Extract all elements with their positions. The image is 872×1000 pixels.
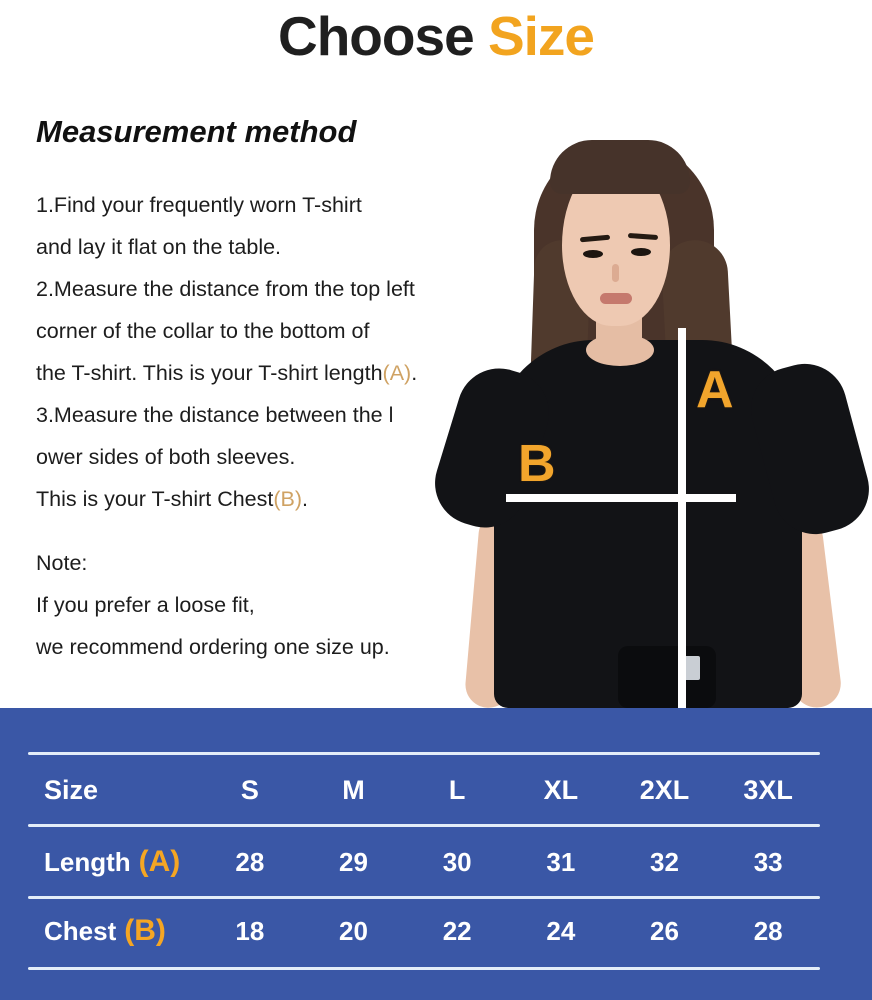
length-value-xl: 31 (546, 846, 576, 877)
size-column-header: Size (44, 774, 99, 805)
note-block: Note: If you prefer a loose fit, we reco… (36, 542, 491, 668)
step-line: the T-shirt. This is your T-shirt length… (36, 361, 418, 385)
column-header-m: M (342, 774, 365, 805)
hair-fringe (550, 140, 690, 194)
nose (612, 264, 619, 282)
step-line: This is your T-shirt Chest(B). (36, 487, 309, 511)
chest-row-label: Chest (B) (44, 914, 166, 947)
size-chart-header-row: Size S M L XL 2XL 3XL (0, 768, 872, 812)
measurement-method-heading: Measurement method (36, 114, 357, 149)
model-photo: A B (424, 140, 872, 711)
chest-b-badge: (B) (124, 914, 166, 947)
length-a-mark: (A) (382, 361, 412, 385)
waist-bag (618, 646, 716, 708)
length-value-3xl: 33 (753, 846, 783, 877)
length-row-label: Length (A) (44, 845, 181, 878)
chest-value-2xl: 26 (650, 915, 679, 946)
column-header-l: L (448, 774, 466, 805)
length-row: Length (A) 28 29 30 31 32 33 (0, 840, 872, 884)
left-eye (583, 250, 603, 258)
chest-value-m: 20 (339, 915, 368, 946)
note-line: If you prefer a loose fit, (36, 593, 255, 617)
chest-value-s: 18 (235, 915, 265, 946)
title-part-orange: Size (487, 5, 595, 67)
step-line: corner of the collar to the bottom of (36, 319, 370, 343)
step-line: ower sides of both sleeves. (36, 445, 296, 469)
step-line: 3.Measure the distance between the l (36, 403, 394, 427)
length-value-2xl: 32 (650, 846, 679, 877)
table-rule (28, 824, 820, 827)
table-rule (28, 967, 820, 970)
chest-b-mark: (B) (273, 487, 303, 511)
step-line: and lay it flat on the table. (36, 235, 282, 259)
instruction-steps: 1.Find your frequently worn T-shirt and … (36, 184, 491, 520)
note-line: Note: (36, 551, 88, 575)
size-chart-panel: Size S M L XL 2XL 3XL Length (A) 28 29 30… (0, 708, 872, 1000)
column-header-s: S (240, 774, 259, 805)
length-line-label: A (696, 361, 734, 419)
chest-value-xl: 24 (546, 915, 576, 946)
column-header-xl: XL (543, 774, 579, 805)
length-a-badge: (A) (138, 845, 181, 878)
lips (600, 293, 632, 304)
column-header-3xl: 3XL (743, 774, 793, 805)
chest-line-label: B (518, 435, 556, 493)
length-value-l: 30 (442, 846, 472, 877)
chest-row: Chest (B) 18 20 22 24 26 28 (0, 909, 872, 953)
table-rule (28, 752, 820, 755)
chest-value-l: 22 (442, 915, 472, 946)
page-title: Choose Size (0, 4, 872, 68)
length-value-s: 28 (235, 846, 265, 877)
title-part-black: Choose (277, 5, 475, 67)
length-measure-line (678, 328, 686, 708)
chest-measure-line (506, 494, 736, 502)
step-line: 2.Measure the distance from the top left (36, 277, 415, 301)
step-line: 1.Find your frequently worn T-shirt (36, 193, 362, 217)
chest-value-3xl: 28 (753, 915, 783, 946)
note-line: we recommend ordering one size up. (36, 635, 390, 659)
length-value-m: 29 (339, 846, 368, 877)
right-eye (631, 248, 651, 256)
column-header-2xl: 2XL (639, 774, 690, 805)
table-rule (28, 896, 820, 899)
